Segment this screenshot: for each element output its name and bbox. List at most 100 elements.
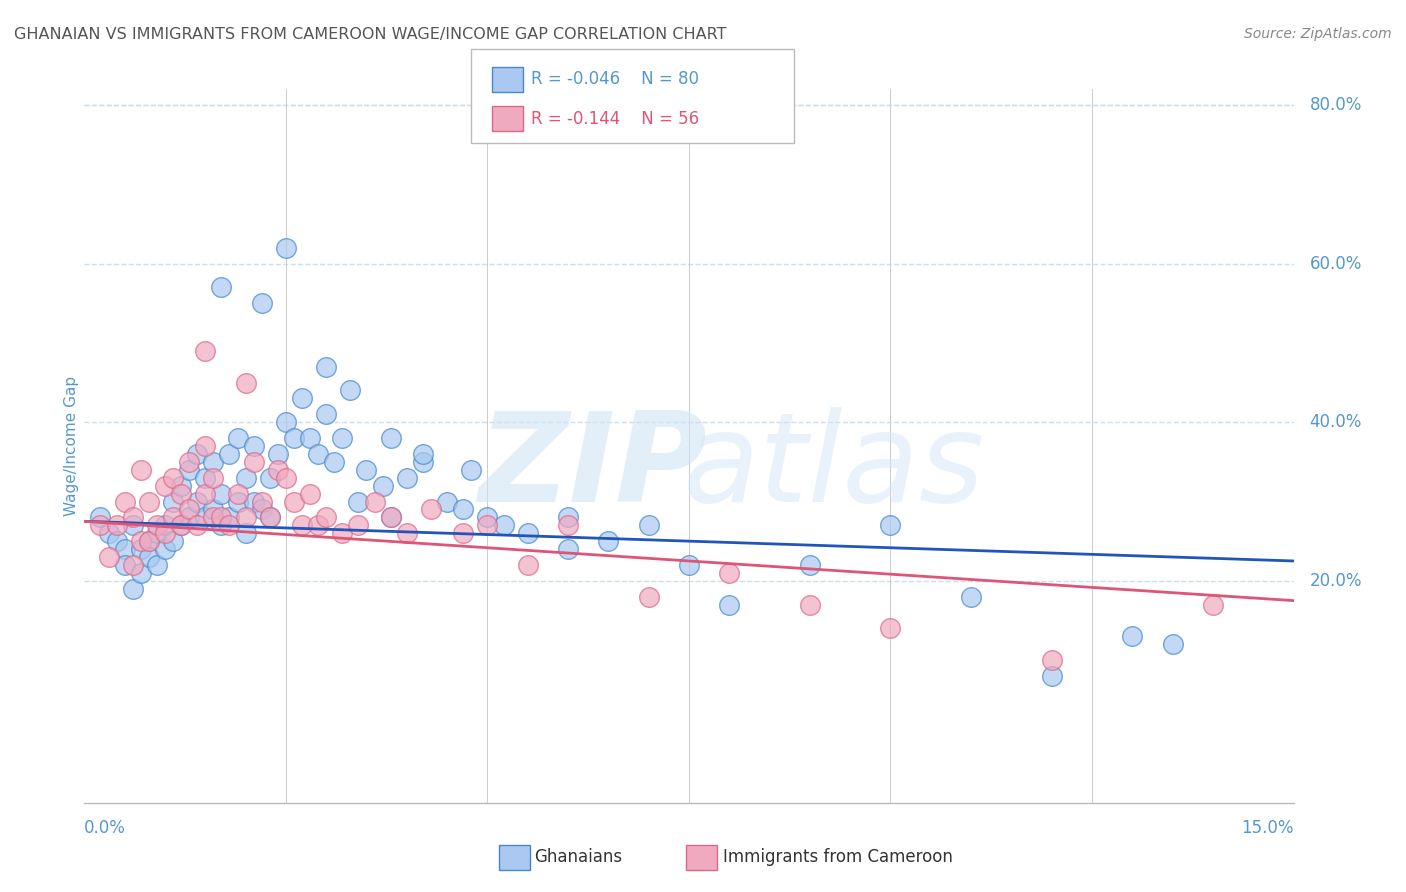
Point xyxy=(170,518,193,533)
Point xyxy=(89,510,111,524)
Point xyxy=(557,518,579,533)
Point xyxy=(283,431,305,445)
Text: ZIP: ZIP xyxy=(478,407,707,528)
Point xyxy=(347,494,370,508)
Point xyxy=(315,359,337,374)
Point xyxy=(718,598,741,612)
Point xyxy=(291,392,314,406)
Point xyxy=(162,494,184,508)
Point xyxy=(678,558,700,572)
Point xyxy=(202,455,225,469)
Point xyxy=(235,510,257,524)
Point xyxy=(129,566,152,580)
Point xyxy=(307,447,329,461)
Point xyxy=(114,494,136,508)
Point xyxy=(186,518,208,533)
Point xyxy=(235,376,257,390)
Point xyxy=(267,447,290,461)
Point xyxy=(129,534,152,549)
Point xyxy=(153,526,176,541)
Point xyxy=(879,621,901,635)
Point xyxy=(218,447,240,461)
Point xyxy=(186,447,208,461)
Point xyxy=(299,486,322,500)
Point xyxy=(194,510,217,524)
Point xyxy=(162,534,184,549)
Point xyxy=(179,510,201,524)
Point xyxy=(129,542,152,557)
Point xyxy=(330,431,353,445)
Point xyxy=(202,502,225,516)
Point xyxy=(718,566,741,580)
Point xyxy=(274,415,297,429)
Point xyxy=(153,478,176,492)
Point xyxy=(121,518,143,533)
Text: Ghanaians: Ghanaians xyxy=(534,848,623,866)
Point xyxy=(436,494,458,508)
Point xyxy=(218,510,240,524)
Point xyxy=(274,241,297,255)
Point xyxy=(153,518,176,533)
Point xyxy=(299,431,322,445)
Point xyxy=(250,502,273,516)
Point xyxy=(226,486,249,500)
Point xyxy=(330,526,353,541)
Point xyxy=(194,471,217,485)
Point xyxy=(259,510,281,524)
Point xyxy=(799,598,821,612)
Point xyxy=(179,455,201,469)
Text: R = -0.144    N = 56: R = -0.144 N = 56 xyxy=(531,110,700,128)
Text: 60.0%: 60.0% xyxy=(1309,254,1362,273)
Point xyxy=(259,510,281,524)
Point xyxy=(637,518,659,533)
Point xyxy=(97,549,120,564)
Point xyxy=(194,486,217,500)
Point xyxy=(170,518,193,533)
Point xyxy=(395,526,418,541)
Point xyxy=(138,534,160,549)
Point xyxy=(315,407,337,421)
Point xyxy=(339,384,361,398)
Point xyxy=(451,526,474,541)
Point xyxy=(323,455,346,469)
Point xyxy=(146,518,169,533)
Point xyxy=(879,518,901,533)
Text: GHANAIAN VS IMMIGRANTS FROM CAMEROON WAGE/INCOME GAP CORRELATION CHART: GHANAIAN VS IMMIGRANTS FROM CAMEROON WAG… xyxy=(14,27,727,42)
Point xyxy=(235,526,257,541)
Point xyxy=(138,534,160,549)
Point xyxy=(420,502,443,516)
Point xyxy=(146,558,169,572)
Point xyxy=(1202,598,1225,612)
Point xyxy=(960,590,983,604)
Point xyxy=(250,494,273,508)
Point xyxy=(315,510,337,524)
Point xyxy=(557,510,579,524)
Point xyxy=(412,447,434,461)
Point xyxy=(347,518,370,533)
Point xyxy=(209,486,232,500)
Point xyxy=(799,558,821,572)
Point xyxy=(226,431,249,445)
Point xyxy=(209,510,232,524)
Point xyxy=(492,518,515,533)
Point xyxy=(121,510,143,524)
Point xyxy=(209,518,232,533)
Text: 80.0%: 80.0% xyxy=(1309,96,1362,114)
Point xyxy=(395,471,418,485)
Point xyxy=(274,471,297,485)
Text: R = -0.046    N = 80: R = -0.046 N = 80 xyxy=(531,70,699,88)
Point xyxy=(380,510,402,524)
Point xyxy=(460,463,482,477)
Point xyxy=(371,478,394,492)
Point xyxy=(186,494,208,508)
Point xyxy=(114,558,136,572)
Point xyxy=(516,526,538,541)
Point xyxy=(1040,669,1063,683)
Point xyxy=(477,518,499,533)
Point xyxy=(89,518,111,533)
Text: 15.0%: 15.0% xyxy=(1241,819,1294,837)
Point xyxy=(209,280,232,294)
Point xyxy=(291,518,314,533)
Point xyxy=(242,494,264,508)
Point xyxy=(557,542,579,557)
